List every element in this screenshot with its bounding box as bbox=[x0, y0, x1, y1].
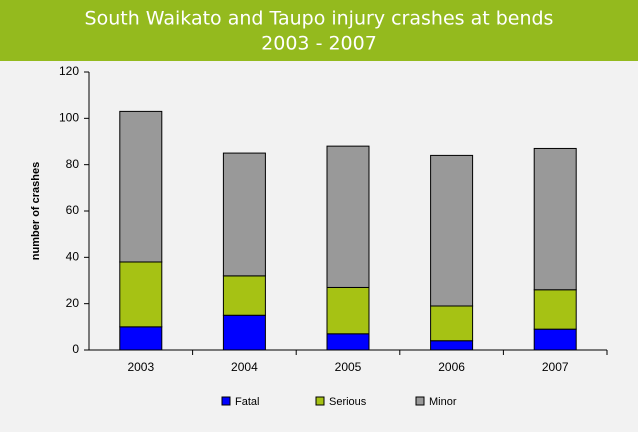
bar-segment bbox=[326, 145, 370, 288]
legend-label: Fatal bbox=[235, 396, 259, 408]
bar-segment bbox=[533, 147, 577, 291]
bar-segment bbox=[222, 152, 266, 277]
y-tick-label: 20 bbox=[66, 296, 80, 310]
y-tick-label: 100 bbox=[59, 111, 79, 125]
x-tick-label: 2004 bbox=[231, 360, 258, 374]
legend-label: Minor bbox=[429, 396, 457, 408]
bar-segment bbox=[533, 289, 577, 330]
legend-swatch bbox=[221, 396, 231, 406]
legend-swatch bbox=[315, 396, 325, 406]
y-tick-label: 120 bbox=[59, 64, 79, 78]
x-tick-label: 2003 bbox=[127, 360, 154, 374]
y-tick-label: 80 bbox=[66, 157, 80, 171]
legend-label: Serious bbox=[329, 396, 367, 408]
title-banner bbox=[0, 0, 638, 61]
bar-segment bbox=[326, 333, 370, 351]
bar-segment bbox=[430, 340, 474, 351]
x-tick-label: 2006 bbox=[438, 360, 465, 374]
bar-segment bbox=[119, 110, 163, 263]
y-tick-label: 60 bbox=[66, 203, 80, 217]
y-tick-label: 0 bbox=[72, 342, 79, 356]
chart-title: South Waikato and Taupo injury crashes a… bbox=[85, 8, 554, 30]
legend-swatch bbox=[415, 396, 425, 406]
bar-segment bbox=[430, 305, 474, 342]
bar-segment bbox=[533, 328, 577, 351]
chart-area bbox=[0, 61, 638, 432]
bar-segment bbox=[222, 314, 266, 351]
chart-title: 2003 - 2007 bbox=[261, 33, 377, 55]
x-tick-label: 2005 bbox=[335, 360, 362, 374]
bar-segment bbox=[326, 286, 370, 335]
bar-segment bbox=[430, 154, 474, 307]
bar-segment bbox=[222, 275, 266, 316]
y-axis-label: number of crashes bbox=[30, 162, 42, 260]
bar-segment bbox=[119, 326, 163, 351]
x-tick-label: 2007 bbox=[542, 360, 569, 374]
bar-segment bbox=[119, 261, 163, 328]
y-tick-label: 40 bbox=[66, 250, 80, 264]
